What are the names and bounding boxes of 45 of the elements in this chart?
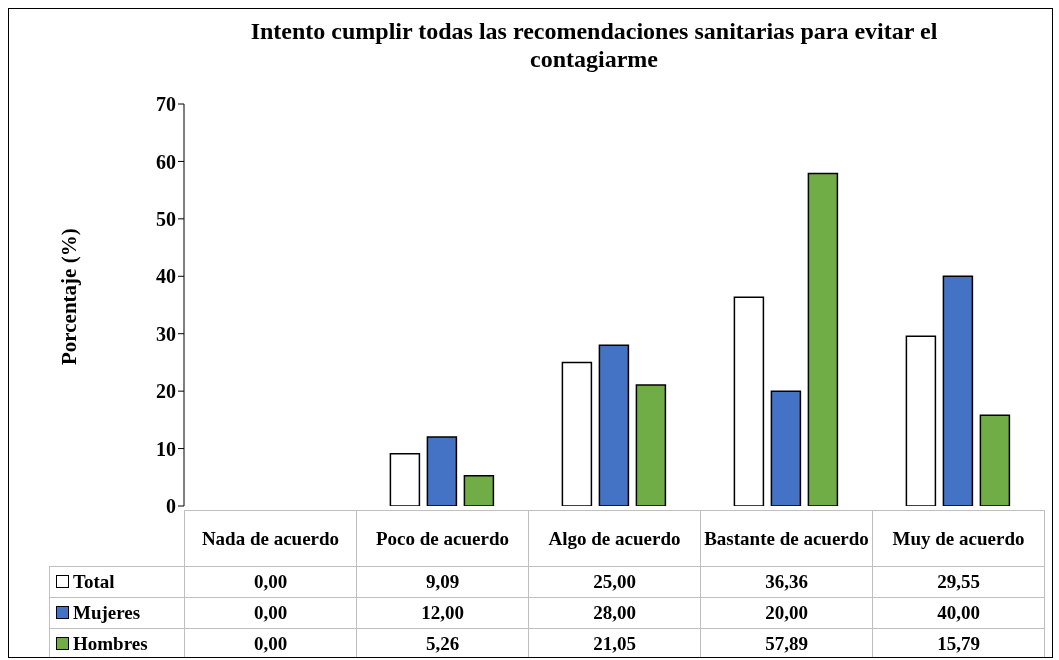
y-tick-label: 50 [156,207,176,230]
data-label: 5,26 [356,628,529,660]
data-label: 0,00 [184,628,357,660]
bar [463,475,495,506]
data-label: 29,55 [872,566,1045,598]
data-label: 40,00 [872,597,1045,629]
data-label: 12,00 [356,597,529,629]
bar [598,344,630,506]
x-tick-label: Algo de acuerdo [528,510,701,567]
data-label: 0,00 [184,597,357,629]
data-label: 21,05 [528,628,701,660]
legend-label: Total [49,566,185,598]
legend-label: Mujeres [49,597,185,629]
y-tick-label: 0 [166,495,176,518]
data-label: 36,36 [700,566,873,598]
x-tick-label: Nada de acuerdo [184,510,357,567]
bar [979,414,1011,506]
bar [807,172,839,506]
data-label: 0,00 [184,566,357,598]
bar [733,296,765,506]
legend-label: Hombres [49,628,185,660]
data-label: 25,00 [528,566,701,598]
y-tick-label: 70 [156,93,176,116]
x-tick-label: Muy de acuerdo [872,510,1045,567]
bar [389,453,421,506]
y-axis-title: Porcentaje (%) [57,228,82,365]
bar [905,335,937,506]
bar [770,390,802,506]
data-label: 57,89 [700,628,873,660]
x-tick-label: Bastante de acuerdo [700,510,873,567]
y-tick-label: 10 [156,437,176,460]
bar [635,384,667,506]
data-label: 20,00 [700,597,873,629]
bar [561,361,593,506]
y-tick-label: 40 [156,265,176,288]
data-label: 28,00 [528,597,701,629]
y-tick-label: 60 [156,150,176,173]
bar [942,275,974,506]
y-tick-label: 20 [156,380,176,403]
bar [426,436,458,506]
chart-title: Intento cumplir todas las recomendaciones sanitarias para evitar el contagiarme [249,17,939,73]
data-label: 15,79 [872,628,1045,660]
x-tick-label: Poco de acuerdo [356,510,529,567]
data-label: 9,09 [356,566,529,598]
y-tick-label: 30 [156,322,176,345]
